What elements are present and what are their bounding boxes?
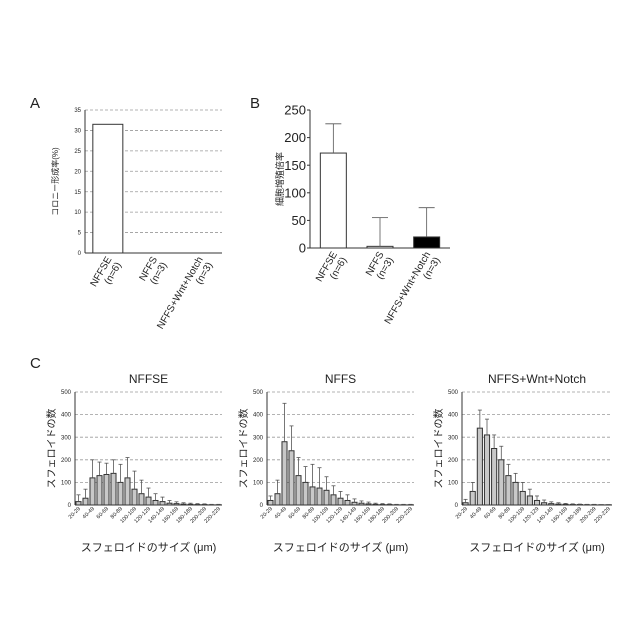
ytick-label-b-0: 0 xyxy=(299,241,306,256)
bar-c2-4 xyxy=(296,476,301,505)
ytick-label-c2-1: 100 xyxy=(253,481,264,487)
ytick-label-b-2: 100 xyxy=(284,185,306,200)
ytick-label-b-1: 50 xyxy=(292,213,306,228)
bar-c3-5 xyxy=(499,460,504,505)
xlabel-c3: スフェロイドのサイズ (μm) xyxy=(469,540,605,554)
ylabel-c3: スフェロイドの数 xyxy=(432,409,445,489)
ytick-label-c2-5: 500 xyxy=(253,390,264,396)
ytick-label-c1-3: 300 xyxy=(61,435,72,441)
bar-c2-0 xyxy=(268,500,273,505)
bar-c2-7 xyxy=(317,488,322,505)
bar-c3-10 xyxy=(534,500,539,505)
bar-c1-11 xyxy=(153,500,158,505)
bar-c2-5 xyxy=(303,482,308,505)
ytick-label-c3-5: 500 xyxy=(448,390,459,396)
bar-c3-13 xyxy=(556,504,561,505)
bar-c1-12 xyxy=(160,502,165,505)
ytick-label-c2-2: 200 xyxy=(253,458,264,464)
bar-c3-11 xyxy=(542,503,547,505)
bar-c1-8 xyxy=(132,489,137,505)
bar-c3-9 xyxy=(527,496,532,505)
panel-c-letter: C xyxy=(30,355,41,372)
bar-c1-10 xyxy=(146,497,151,505)
ytick-label-c1-4: 400 xyxy=(61,413,72,419)
bar-b-0 xyxy=(320,153,346,248)
ytick-label-b-5: 250 xyxy=(284,103,306,118)
chart-title-c2: NFFS xyxy=(325,372,356,386)
bar-c1-7 xyxy=(125,478,130,505)
bar-c2-15 xyxy=(373,504,378,505)
bar-c3-4 xyxy=(492,449,497,506)
ylabel-a: コロニー形成率(%) xyxy=(50,147,60,216)
bar-c1-16 xyxy=(188,504,193,505)
bar-c1-4 xyxy=(104,474,109,505)
ytick-label-b-3: 150 xyxy=(284,158,306,173)
bar-c2-13 xyxy=(359,503,364,505)
bar-c2-10 xyxy=(338,498,343,505)
bar-c2-8 xyxy=(324,490,329,505)
bar-c2-2 xyxy=(282,442,287,505)
ylabel-b: 細胞増殖倍率 xyxy=(274,152,285,206)
ytick-label-c2-4: 400 xyxy=(253,413,264,419)
bar-c1-13 xyxy=(167,503,172,505)
bar-c1-9 xyxy=(139,494,144,505)
bar-c3-14 xyxy=(563,504,568,505)
bar-c3-3 xyxy=(484,435,489,505)
bar-c2-6 xyxy=(310,487,315,505)
bar-c2-14 xyxy=(366,504,371,505)
bar-c1-6 xyxy=(118,482,123,505)
bar-c2-1 xyxy=(275,494,280,505)
bar-c3-12 xyxy=(549,504,554,505)
bar-c1-2 xyxy=(90,478,95,505)
panel-b-letter: B xyxy=(250,95,260,112)
xlabel-c1: スフェロイドのサイズ (μm) xyxy=(81,540,217,554)
chart-title-c3: NFFS+Wnt+Notch xyxy=(488,372,586,386)
bar-c1-15 xyxy=(181,504,186,505)
bar-c3-0 xyxy=(463,503,468,505)
bar-c2-11 xyxy=(345,500,350,505)
bar-c3-2 xyxy=(477,428,482,505)
ytick-label-c2-3: 300 xyxy=(253,435,264,441)
bar-c3-1 xyxy=(470,491,475,505)
ytick-label-c3-2: 200 xyxy=(448,458,459,464)
bar-c1-5 xyxy=(111,473,116,505)
bar-c3-6 xyxy=(506,476,511,505)
bar-b-2 xyxy=(414,237,440,248)
ytick-label-a-3: 15 xyxy=(74,190,81,196)
ytick-label-c3-3: 300 xyxy=(448,435,459,441)
ytick-label-b-4: 200 xyxy=(284,130,306,145)
ytick-label-c1-2: 200 xyxy=(61,458,72,464)
ytick-label-c3-4: 400 xyxy=(448,413,459,419)
ytick-label-a-5: 25 xyxy=(74,149,81,155)
bar-c2-3 xyxy=(289,451,294,505)
bar-c1-14 xyxy=(174,504,179,505)
ytick-label-a-4: 20 xyxy=(74,169,81,175)
bar-c2-12 xyxy=(352,502,357,505)
bar-c1-1 xyxy=(83,498,88,505)
ylabel-c2: スフェロイドの数 xyxy=(237,409,250,489)
ytick-label-a-7: 35 xyxy=(74,108,81,114)
bar-c1-0 xyxy=(76,502,81,505)
xlabel-c2: スフェロイドのサイズ (μm) xyxy=(273,540,409,554)
ytick-label-c3-1: 100 xyxy=(448,481,459,487)
bar-c3-7 xyxy=(513,482,518,505)
bar-c3-8 xyxy=(520,491,525,505)
panel-a-letter: A xyxy=(30,95,40,112)
bar-b-1 xyxy=(367,246,393,248)
ytick-label-a-6: 30 xyxy=(74,129,81,135)
ytick-label-c1-5: 500 xyxy=(61,390,72,396)
ytick-label-a-2: 10 xyxy=(74,210,81,216)
chart-title-c1: NFFSE xyxy=(129,372,168,386)
ytick-label-c1-1: 100 xyxy=(61,481,72,487)
bar-c2-9 xyxy=(331,495,336,505)
bar-a-0 xyxy=(93,124,123,253)
ylabel-c1: スフェロイドの数 xyxy=(45,409,58,489)
bar-c1-3 xyxy=(97,476,102,505)
